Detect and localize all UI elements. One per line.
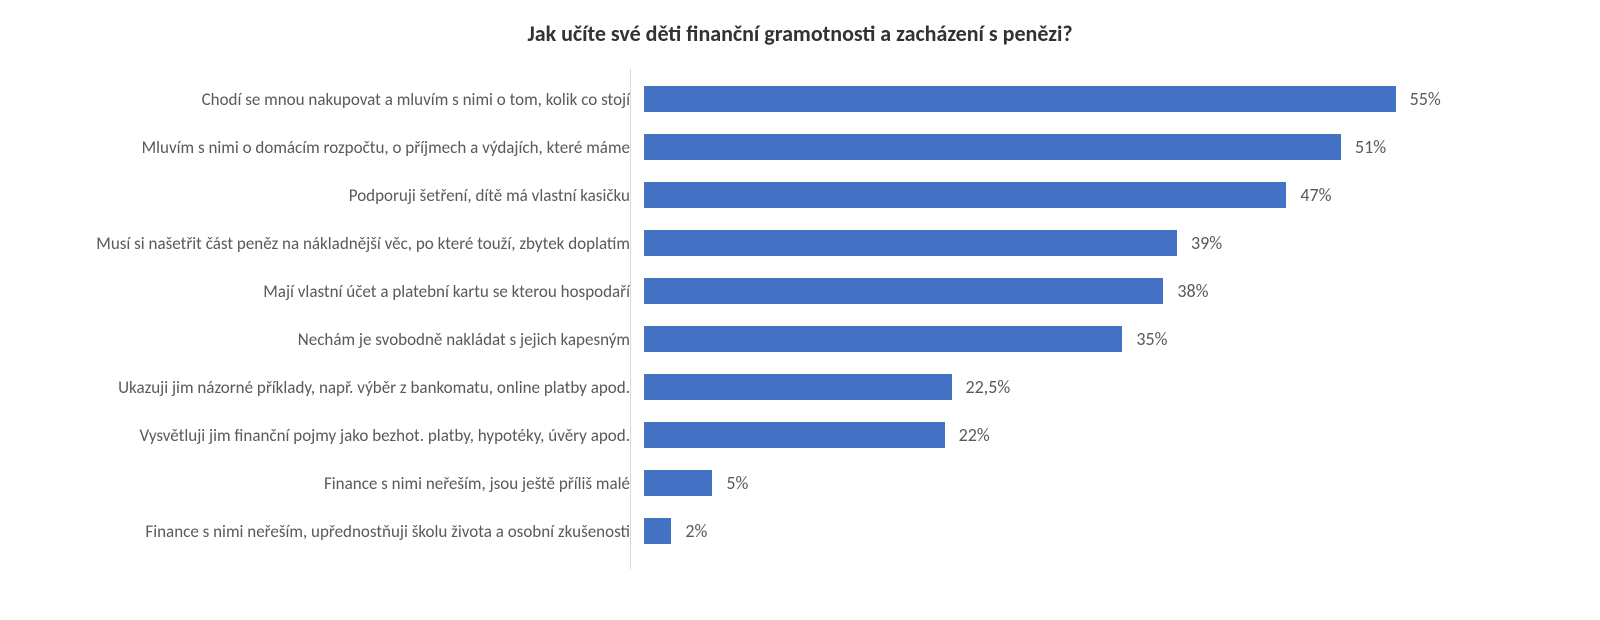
value-label: 35%: [1122, 328, 1167, 350]
category-label: Mají vlastní účet a platební kartu se kt…: [60, 281, 644, 302]
category-label: Ukazuji jim názorné příklady, např. výbě…: [60, 377, 644, 398]
bar: [644, 470, 712, 496]
y-axis-line: [630, 69, 631, 569]
bar-row: Musí si našetřit část peněz na nákladněj…: [60, 219, 1540, 267]
category-label: Chodí se mnou nakupovat a mluvím s nimi …: [60, 89, 644, 110]
bar: [644, 278, 1163, 304]
category-label: Musí si našetřit část peněz na nákladněj…: [60, 233, 644, 254]
bar: [644, 374, 952, 400]
value-label: 51%: [1341, 136, 1386, 158]
bar-area: 51%: [644, 123, 1464, 171]
bar-area: 55%: [644, 75, 1464, 123]
bar-row: Mají vlastní účet a platební kartu se kt…: [60, 267, 1540, 315]
bar-row: Podporuji šetření, dítě má vlastní kasič…: [60, 171, 1540, 219]
value-label: 55%: [1396, 88, 1441, 110]
value-label: 22,5%: [952, 376, 1011, 398]
bar-area: 38%: [644, 267, 1464, 315]
category-label: Vysvětluji jim finanční pojmy jako bezho…: [60, 425, 644, 446]
value-label: 22%: [945, 424, 990, 446]
bar-row: Chodí se mnou nakupovat a mluvím s nimi …: [60, 75, 1540, 123]
bar-area: 47%: [644, 171, 1464, 219]
bar-row: Finance s nimi neřeším, upřednostňuji šk…: [60, 507, 1540, 555]
bar: [644, 518, 671, 544]
chart-container: Jak učíte své děti finanční gramotnosti …: [0, 0, 1600, 620]
bar-row: Nechám je svobodně nakládat s jejich kap…: [60, 315, 1540, 363]
bar: [644, 182, 1286, 208]
bar: [644, 230, 1177, 256]
bar-row: Finance s nimi neřeším, jsou ještě příli…: [60, 459, 1540, 507]
value-label: 39%: [1177, 232, 1222, 254]
value-label: 47%: [1286, 184, 1331, 206]
bar-area: 39%: [644, 219, 1464, 267]
bar-area: 2%: [644, 507, 1464, 555]
value-label: 2%: [671, 520, 707, 542]
bar-area: 22%: [644, 411, 1464, 459]
bar-row: Mluvím s nimi o domácím rozpočtu, o příj…: [60, 123, 1540, 171]
bar: [644, 134, 1341, 160]
category-label: Nechám je svobodně nakládat s jejich kap…: [60, 329, 644, 350]
value-label: 5%: [712, 472, 748, 494]
category-label: Podporuji šetření, dítě má vlastní kasič…: [60, 185, 644, 206]
value-label: 38%: [1163, 280, 1208, 302]
chart-plot: Chodí se mnou nakupovat a mluvím s nimi …: [60, 75, 1540, 555]
bar: [644, 422, 945, 448]
category-label: Finance s nimi neřeším, upřednostňuji šk…: [60, 521, 644, 542]
bar-row: Vysvětluji jim finanční pojmy jako bezho…: [60, 411, 1540, 459]
chart-title: Jak učíte své děti finanční gramotnosti …: [60, 20, 1540, 47]
bar-area: 22,5%: [644, 363, 1464, 411]
category-label: Finance s nimi neřeším, jsou ještě příli…: [60, 473, 644, 494]
bar-area: 5%: [644, 459, 1464, 507]
bar-area: 35%: [644, 315, 1464, 363]
bar: [644, 86, 1396, 112]
category-label: Mluvím s nimi o domácím rozpočtu, o příj…: [60, 137, 644, 158]
bar-row: Ukazuji jim názorné příklady, např. výbě…: [60, 363, 1540, 411]
bar: [644, 326, 1122, 352]
